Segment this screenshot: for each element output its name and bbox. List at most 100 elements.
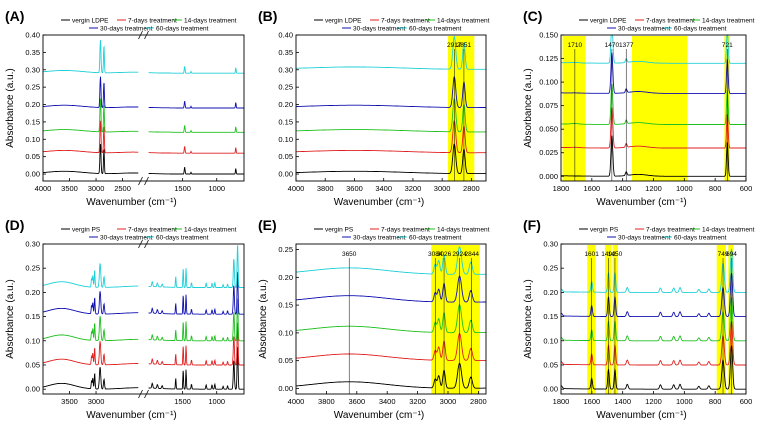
y-tick-label: 0.20	[25, 100, 40, 109]
x-tick-label: 3400	[375, 184, 392, 193]
highlight-band	[562, 36, 586, 181]
panel-4: 3500 3000 1500 1000 0.00 0.05 0.10 0.15 0.20 0.25…	[5, 217, 245, 421]
y-tick-label: 0.15	[543, 312, 558, 321]
y-tick-label: 0.00	[25, 385, 40, 394]
x-tick-label: 3500	[61, 184, 78, 193]
series-line	[43, 76, 244, 109]
peak-annotation: 694	[726, 251, 737, 258]
y-tick-label: 0.25	[278, 245, 293, 254]
plot-frame	[295, 34, 487, 182]
axis-break-mark	[138, 239, 143, 249]
y-tick-label: 0.05	[543, 360, 558, 369]
peak-annotation: 3084	[428, 251, 443, 258]
x-tick-label: 3400	[379, 397, 396, 406]
x-axis-label-text: Wavenumber	[86, 197, 148, 208]
x-tick-label: 4000	[288, 184, 305, 193]
legend-entry: 14-days treatment	[437, 17, 490, 24]
y-axis-label: Absorbance (a.u.)	[523, 68, 534, 148]
peak-annotation: 3650	[342, 251, 357, 258]
series-line	[296, 35, 486, 70]
series-line	[42, 98, 244, 133]
highlight-band	[716, 245, 726, 394]
y-tick-label: 0.25	[25, 264, 40, 273]
x-axis-units: (cm⁻¹)	[148, 410, 177, 421]
x-axis-label-text: Wavenumber	[596, 410, 658, 421]
y-tick-label: 0.10	[25, 135, 40, 144]
axis-break-mark	[138, 30, 143, 40]
legend-entry: vergin LDPE	[72, 17, 109, 24]
y-tick-label: 0.000	[539, 172, 558, 181]
legend-entry: 60-days treatment	[409, 234, 462, 241]
panel-5: 4000 3800 3600 3400 3200 3000 2800 0.00 0.05 0.10…	[258, 217, 490, 421]
y-tick-label: 0.00	[25, 170, 40, 179]
x-tick-label: 1500	[174, 397, 191, 406]
y-tick-label: 0.10	[25, 336, 40, 345]
y-tick-label: 0.25	[25, 83, 40, 92]
x-tick-label: 800	[709, 397, 722, 406]
legend-entry: vergin PS	[590, 226, 619, 233]
peak-annotation: 2924	[452, 251, 467, 258]
legend-entry: 7-days treatment	[646, 17, 695, 24]
x-tick-label: 600	[740, 184, 753, 193]
series-line	[296, 304, 486, 334]
y-tick-label: 0.075	[539, 101, 558, 110]
x-axis-label: Wavenumber (cm⁻¹)	[334, 410, 424, 421]
legend-entry: 60-days treatment	[409, 25, 462, 32]
legend-entry: 30-days treatment	[353, 234, 406, 241]
x-axis-label: Wavenumber (cm⁻¹)	[86, 410, 176, 421]
x-tick-label: 3000	[434, 184, 451, 193]
axis-break-mark	[144, 30, 149, 40]
legend-entry: 30-days treatment	[618, 25, 671, 32]
legend-entry: 30-days treatment	[100, 25, 153, 32]
legend-entry: 7-days treatment	[128, 17, 177, 24]
x-tick-label: 1000	[676, 184, 693, 193]
panel-3: 1800 1600 1400 1200 1000 800 600 0.000 0.025 0.05…	[523, 8, 755, 208]
x-axis-label-text: Wavenumber	[334, 410, 396, 421]
plot-frame	[42, 243, 245, 395]
y-tick-label: 0.20	[25, 288, 40, 297]
x-tick-label: 3000	[88, 184, 105, 193]
x-axis-units: (cm⁻¹)	[658, 410, 687, 421]
series-line	[561, 34, 746, 64]
y-tick-label: 0.10	[543, 336, 558, 345]
y-tick-label: 0.00	[278, 170, 293, 179]
y-tick-label: 0.15	[25, 312, 40, 321]
peak-annotation: 2844	[464, 251, 479, 258]
axis-break-mark	[144, 389, 149, 399]
peak-annotation: 1377	[619, 42, 634, 49]
x-axis-units: (cm⁻¹)	[658, 197, 687, 208]
x-axis-label: Wavenumber (cm⁻¹)	[86, 197, 176, 208]
plot-frame	[42, 34, 245, 182]
series-line	[561, 135, 746, 177]
x-tick-label: 3200	[405, 184, 422, 193]
x-tick-label: 3800	[317, 184, 334, 193]
y-tick-label: 0.150	[539, 31, 558, 40]
y-tick-label: 0.35	[25, 48, 40, 57]
y-tick-label: 0.05	[278, 152, 293, 161]
y-tick-label: 0.100	[539, 78, 558, 87]
panel-label: (E)	[258, 217, 277, 233]
y-tick-label: 0.05	[25, 152, 40, 161]
series-line	[561, 52, 746, 94]
legend-entry: 30-days treatment	[618, 234, 671, 241]
x-axis-label-text: Wavenumber	[334, 197, 396, 208]
peak-annotation: 2851	[457, 42, 472, 49]
series-line	[43, 245, 244, 289]
highlight-band	[631, 36, 688, 181]
panel-label: (D)	[5, 217, 24, 233]
x-tick-label: 1000	[208, 397, 225, 406]
peak-annotation: 2917	[447, 42, 462, 49]
y-tick-label: 0.25	[278, 83, 293, 92]
axis-break-mark	[144, 239, 149, 249]
panel-label: (F)	[523, 217, 541, 233]
legend-entry: 60-days treatment	[156, 234, 209, 241]
y-tick-label: 0.050	[539, 125, 558, 134]
x-tick-label: 1200	[645, 397, 662, 406]
axis-break-mark	[144, 176, 149, 186]
y-tick-label: 0.15	[25, 117, 40, 126]
x-tick-label: 1000	[676, 397, 693, 406]
series-line	[296, 275, 486, 303]
legend-entry: 30-days treatment	[100, 234, 153, 241]
x-tick-label: 1400	[614, 397, 631, 406]
axis-break-mark	[138, 176, 143, 186]
